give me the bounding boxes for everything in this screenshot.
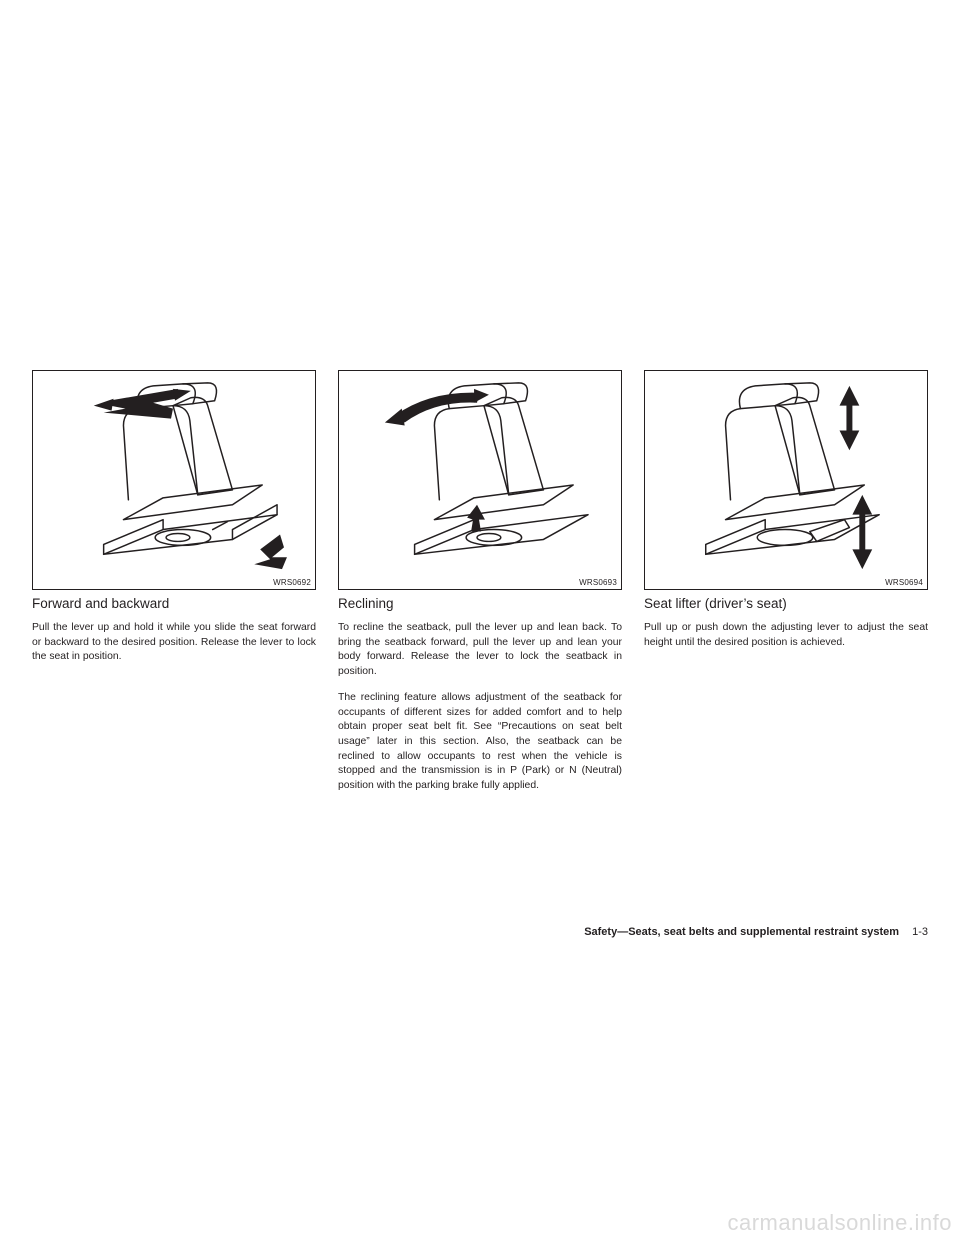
page-content: WRS0692 Forward and backward Pull the le…: [32, 370, 928, 805]
column-forward-backward: WRS0692 Forward and backward Pull the le…: [32, 370, 316, 805]
figure-seat-lifter: WRS0694: [644, 370, 928, 590]
figure-forward-backward: WRS0692: [32, 370, 316, 590]
column-row: WRS0692 Forward and backward Pull the le…: [32, 370, 928, 805]
body-text: The reclining feature allows adjustment …: [338, 691, 622, 793]
subtitle-reclining: Reclining: [338, 596, 622, 611]
figure-code: WRS0693: [579, 578, 617, 587]
chapter-title: Safety—Seats, seat belts and supplementa…: [584, 926, 899, 938]
figure-code: WRS0694: [885, 578, 923, 587]
watermark: carmanualsonline.info: [727, 1210, 952, 1236]
subtitle-forward-backward: Forward and backward: [32, 596, 316, 611]
figure-code: WRS0692: [273, 578, 311, 587]
column-seat-lifter: WRS0694 Seat lifter (driver’s seat) Pull…: [644, 370, 928, 805]
body-text: Pull up or push down the adjusting lever…: [644, 621, 928, 650]
page-footer: Safety—Seats, seat belts and supplementa…: [584, 926, 928, 938]
body-text: To recline the seatback, pull the lever …: [338, 621, 622, 679]
column-reclining: WRS0693 Reclining To recline the seatbac…: [338, 370, 622, 805]
subtitle-seat-lifter: Seat lifter (driver’s seat): [644, 596, 928, 611]
page-number: 1-3: [912, 926, 928, 938]
figure-reclining: WRS0693: [338, 370, 622, 590]
body-text: Pull the lever up and hold it while you …: [32, 621, 316, 665]
